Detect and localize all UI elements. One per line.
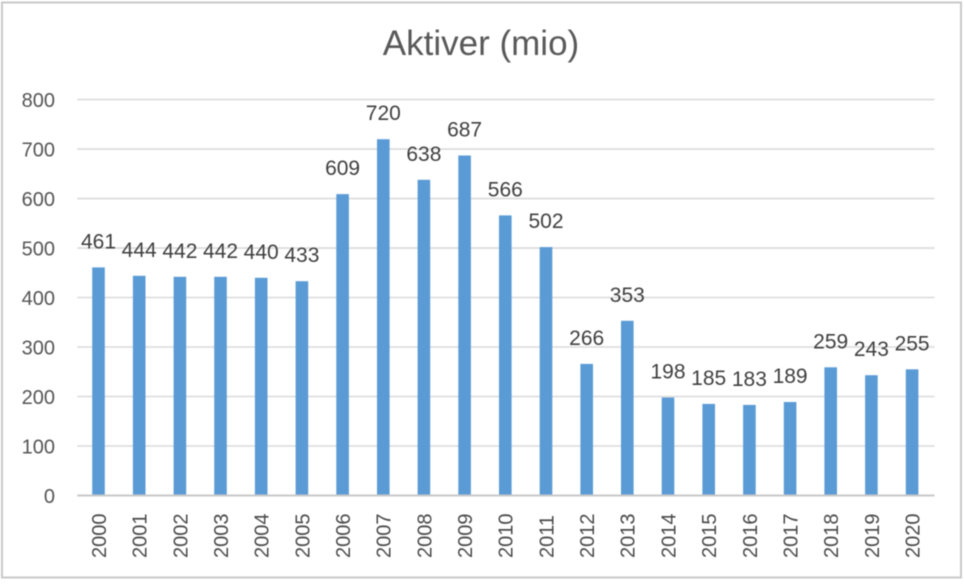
svg-text:183: 183 bbox=[732, 368, 767, 391]
svg-text:2008: 2008 bbox=[414, 514, 436, 559]
svg-text:2014: 2014 bbox=[658, 514, 680, 559]
svg-text:500: 500 bbox=[22, 238, 55, 260]
svg-text:2005: 2005 bbox=[292, 514, 314, 559]
svg-text:461: 461 bbox=[81, 230, 116, 253]
svg-text:2011: 2011 bbox=[536, 515, 558, 558]
svg-text:2006: 2006 bbox=[333, 514, 355, 559]
svg-text:442: 442 bbox=[162, 240, 197, 263]
svg-text:266: 266 bbox=[569, 327, 604, 350]
svg-text:198: 198 bbox=[650, 361, 685, 384]
svg-text:600: 600 bbox=[22, 189, 55, 211]
svg-text:2000: 2000 bbox=[89, 514, 111, 559]
svg-text:200: 200 bbox=[22, 387, 55, 409]
svg-text:440: 440 bbox=[244, 241, 279, 264]
svg-text:255: 255 bbox=[895, 332, 930, 355]
svg-text:2019: 2019 bbox=[862, 514, 884, 559]
svg-text:400: 400 bbox=[22, 288, 55, 310]
svg-text:2001: 2001 bbox=[130, 514, 152, 559]
svg-text:259: 259 bbox=[813, 330, 848, 353]
svg-text:720: 720 bbox=[366, 102, 401, 125]
svg-text:444: 444 bbox=[122, 239, 157, 262]
svg-text:2015: 2015 bbox=[699, 514, 721, 559]
svg-text:609: 609 bbox=[325, 157, 360, 180]
svg-text:2010: 2010 bbox=[496, 514, 518, 559]
svg-text:2016: 2016 bbox=[740, 514, 762, 559]
svg-text:2020: 2020 bbox=[903, 514, 925, 559]
svg-text:Aktiver (mio): Aktiver (mio) bbox=[383, 24, 579, 63]
svg-text:2002: 2002 bbox=[170, 514, 192, 559]
svg-text:100: 100 bbox=[22, 436, 55, 458]
svg-text:2012: 2012 bbox=[577, 514, 599, 559]
svg-text:687: 687 bbox=[447, 119, 482, 142]
svg-text:2017: 2017 bbox=[781, 514, 803, 559]
svg-text:0: 0 bbox=[44, 486, 55, 508]
svg-text:566: 566 bbox=[488, 178, 523, 201]
svg-text:638: 638 bbox=[406, 143, 441, 166]
svg-text:2007: 2007 bbox=[374, 514, 396, 559]
svg-text:800: 800 bbox=[22, 90, 55, 112]
svg-text:2009: 2009 bbox=[455, 514, 477, 559]
svg-text:353: 353 bbox=[610, 284, 645, 307]
svg-text:700: 700 bbox=[22, 139, 55, 161]
svg-text:189: 189 bbox=[773, 365, 808, 388]
svg-text:433: 433 bbox=[284, 244, 319, 267]
svg-text:2018: 2018 bbox=[821, 514, 843, 559]
svg-text:185: 185 bbox=[691, 367, 726, 390]
svg-text:2013: 2013 bbox=[618, 514, 640, 559]
svg-text:2004: 2004 bbox=[252, 514, 274, 559]
svg-text:442: 442 bbox=[203, 240, 238, 263]
svg-text:502: 502 bbox=[528, 210, 563, 233]
svg-text:243: 243 bbox=[854, 338, 889, 361]
svg-text:2003: 2003 bbox=[211, 514, 233, 559]
svg-text:300: 300 bbox=[22, 337, 55, 359]
